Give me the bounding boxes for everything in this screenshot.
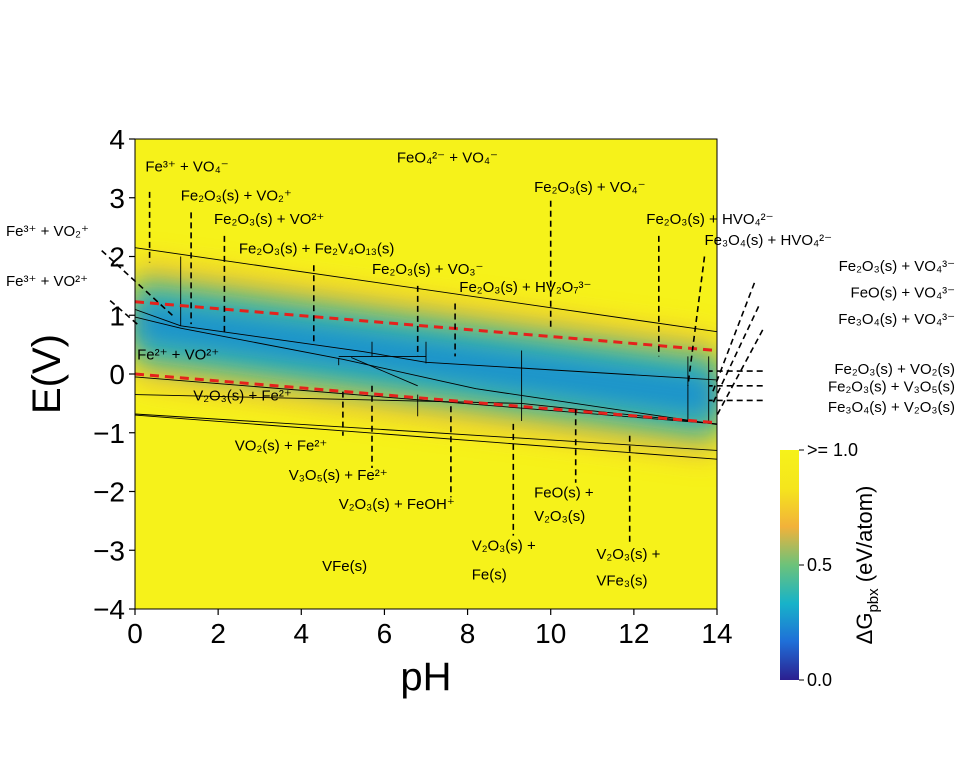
region-label: Fe₂O₃(s) + VO²⁺ <box>214 211 324 228</box>
y-tick-label: −1 <box>93 418 125 449</box>
colorbar-ticks: >= 1.0 0.5 0.0 <box>799 440 858 690</box>
outside-label: Fe₂O₃(s) + VO₄³⁻ <box>839 258 955 275</box>
y-axis-label: E(V) <box>25 334 69 414</box>
colorbar-label-unit: (eV/atom) <box>852 486 877 589</box>
phase-boundary-1 <box>135 308 717 381</box>
region-label: Fe₂O₃(s) + HVO₄²⁻ <box>646 211 773 228</box>
y-tick-label: 3 <box>109 183 125 214</box>
y-tick-label: 4 <box>109 124 125 155</box>
colorbar-label-sub: pbx <box>865 588 882 613</box>
region-label: Fe²⁺ + VO²⁺ <box>137 346 219 363</box>
outside-label: FeO(s) + VO₄³⁻ <box>851 285 955 302</box>
x-tick-label: 2 <box>210 618 226 649</box>
colorbar-tick-label: 0.5 <box>807 555 832 575</box>
y-tick-label: 1 <box>109 300 125 331</box>
region-label: V₂O₃(s) + <box>472 537 536 554</box>
x-tick-label: 12 <box>618 618 649 649</box>
outside-label: Fe³⁺ + VO₂⁺ <box>6 223 89 240</box>
region-label: Fe³⁺ + VO₄⁻ <box>145 158 228 175</box>
x-tick-label: 4 <box>293 618 309 649</box>
colorbar-label-main: ΔG <box>852 613 877 645</box>
outside-label: Fe₂O₃(s) + VO₂(s) <box>834 361 955 378</box>
outside-leader-1 <box>109 299 140 327</box>
region-label: FeO₄²⁻ + VO₄⁻ <box>397 150 498 167</box>
region-labels: Fe³⁺ + VO₄⁻ FeO₄²⁻ + VO₄⁻ Fe₂O₃(s) + VO₂⁺ F… <box>6 150 955 590</box>
region-leader-7 <box>687 256 706 386</box>
y-tick-label: 2 <box>109 242 125 273</box>
label-leaders <box>101 191 764 545</box>
y-ticks: 4 3 2 1 0 −1 −2 −3 −4 <box>93 124 135 625</box>
region-label: V₂O₃(s) + FeOH⁺ <box>339 496 455 513</box>
region-label: FeO(s) + <box>534 484 594 501</box>
x-tick-label: 14 <box>701 618 732 649</box>
x-tick-label: 10 <box>535 618 566 649</box>
y-tick-label: −2 <box>93 477 125 508</box>
outside-leader-4 <box>716 329 764 416</box>
outside-leader-2 <box>712 282 756 392</box>
x-tick-label: 6 <box>377 618 393 649</box>
water-line-lower <box>135 372 717 425</box>
region-label: Fe₂O₃(s) + HV₂O₇³⁻ <box>459 279 591 296</box>
colorbar-tick-label: >= 1.0 <box>807 440 858 460</box>
x-axis-label: pH <box>400 655 451 699</box>
colorbar-tick-label: 0.0 <box>807 670 832 690</box>
region-label: V₂O₃(s) + Fe²⁺ <box>193 387 292 404</box>
outside-leader-3 <box>712 306 760 404</box>
region-label: V₃O₅(s) + Fe²⁺ <box>289 467 388 484</box>
y-tick-label: −4 <box>93 594 125 625</box>
region-label: VFe₃(s) <box>596 573 647 590</box>
water-line-upper <box>135 300 717 352</box>
region-label: V₂O₃(s) + <box>596 546 660 563</box>
region-label: VO₂(s) + Fe²⁺ <box>235 437 327 454</box>
outside-leader-0 <box>101 250 173 316</box>
plot-area <box>134 138 718 610</box>
phase-boundary-0 <box>135 247 717 333</box>
outside-label: Fe³⁺ + VO²⁺ <box>6 273 88 290</box>
outside-label: Fe₃O₄(s) + VO₄³⁻ <box>838 311 955 328</box>
x-ticks: 0 2 4 6 8 10 12 14 <box>127 609 733 649</box>
region-label: Fe₂O₃(s) + VO₂⁺ <box>181 188 292 205</box>
colorbar-gradient <box>780 450 799 680</box>
phase-boundary-6 <box>135 414 717 460</box>
region-label: VFe(s) <box>322 558 367 575</box>
colorbar: >= 1.0 0.5 0.0 ΔGpbx (eV/atom) <box>780 440 882 690</box>
region-label: Fe₂O₃(s) + VO₃⁻ <box>372 261 483 278</box>
y-tick-label: −3 <box>93 535 125 566</box>
colorbar-label: ΔGpbx (eV/atom) <box>852 486 882 645</box>
phase-boundary-5 <box>135 413 717 451</box>
phase-boundaries <box>135 247 717 460</box>
phase-boundary-16 <box>351 357 418 387</box>
y-tick-label: 0 <box>109 359 125 390</box>
region-label: Fe₂O₃(s) + VO₄⁻ <box>534 179 645 196</box>
region-label: Fe(s) <box>472 567 507 584</box>
x-tick-label: 0 <box>127 618 143 649</box>
region-label: Fe₂O₃(s) + Fe₂V₄O₁₃(s) <box>239 241 394 258</box>
outside-label: Fe₃O₄(s) + V₂O₃(s) <box>828 399 955 416</box>
x-tick-label: 8 <box>460 618 476 649</box>
outside-label: Fe₂O₃(s) + V₃O₅(s) <box>828 379 955 396</box>
region-label: V₂O₃(s) <box>534 508 585 525</box>
phase-boundary-2 <box>135 316 717 425</box>
water-stability-lines <box>135 300 717 425</box>
region-label: Fe₃O₄(s) + HVO₄²⁻ <box>705 232 833 249</box>
